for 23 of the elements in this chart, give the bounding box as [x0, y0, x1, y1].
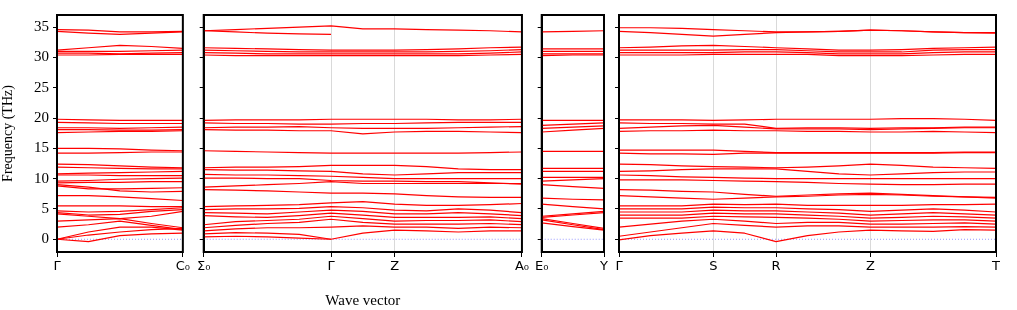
y-tick-label: 5	[41, 199, 49, 216]
x-tick-label: Z	[865, 258, 875, 274]
x-tick-label: S	[709, 258, 718, 274]
y-tick-label: 10	[34, 169, 49, 186]
x-tick-label: R	[771, 258, 781, 274]
x-tick-label: E₀	[534, 258, 549, 274]
y-tick-label: 0	[41, 230, 49, 247]
x-tick-label: Γ	[615, 258, 624, 274]
x-tick-label: Y	[599, 258, 609, 274]
x-axis-title: Wave vector	[325, 291, 401, 308]
y-tick-label: 25	[34, 78, 49, 95]
x-tick-label: A₀	[514, 258, 529, 274]
x-tick-label: C₀	[175, 258, 190, 274]
y-tick-label: 30	[34, 48, 49, 65]
x-tick-label: Z	[390, 258, 400, 274]
y-axis-title: Frequency (THz)	[0, 84, 17, 182]
x-tick-label: Γ	[53, 258, 62, 274]
y-tick-label: 35	[34, 18, 49, 35]
y-tick-label: 20	[34, 108, 49, 125]
x-tick-label: T	[991, 258, 1001, 274]
x-tick-label: Γ	[327, 258, 336, 274]
y-tick-label: 15	[34, 139, 49, 156]
x-tick-label: Σ₀	[196, 258, 211, 274]
